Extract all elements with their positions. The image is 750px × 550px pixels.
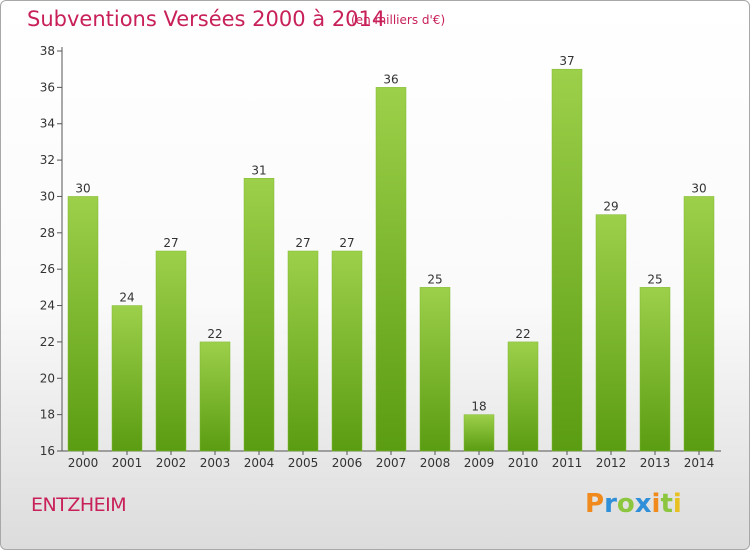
x-tick-label: 2008	[420, 456, 451, 470]
bar-value-label: 36	[383, 72, 398, 86]
x-tick-label: 2010	[508, 456, 539, 470]
proxiti-logo: Proxiti	[585, 489, 682, 519]
bar-chart: 16 18 20 22 24 26 28 30 32 34 36 38 30 2000 24 2001 27 20…	[40, 44, 721, 470]
y-tick-label: 32	[40, 153, 55, 167]
y-tick-label: 34	[40, 117, 55, 131]
bar	[551, 68, 583, 452]
bar-value-label: 27	[339, 236, 354, 250]
x-tick-label: 2009	[464, 456, 495, 470]
bar	[67, 196, 99, 452]
bar-value-label: 22	[207, 327, 222, 341]
bar	[683, 196, 715, 452]
bar	[287, 250, 319, 452]
y-tick-label: 24	[40, 299, 55, 313]
bar	[155, 250, 187, 452]
x-tick-label: 2003	[200, 456, 231, 470]
bar-value-label: 27	[163, 236, 178, 250]
commune-name: ENTZHEIM	[31, 494, 127, 516]
chart-title: Subventions Versées 2000 à 2014	[27, 7, 386, 31]
bar-value-label: 24	[119, 291, 134, 305]
x-tick-label: 2000	[68, 456, 99, 470]
bar	[111, 305, 143, 452]
y-tick-label: 26	[40, 262, 55, 276]
x-tick-label: 2002	[156, 456, 187, 470]
bar-value-label: 25	[647, 272, 662, 286]
x-tick-label: 2012	[596, 456, 627, 470]
x-tick-label: 2014	[684, 456, 715, 470]
x-tick-label: 2004	[244, 456, 275, 470]
bar-value-label: 29	[603, 200, 618, 214]
bar	[243, 178, 275, 452]
bar	[595, 214, 627, 452]
bar-value-label: 18	[471, 400, 486, 414]
bar-value-label: 22	[515, 327, 530, 341]
x-tick-label: 2007	[376, 456, 407, 470]
bar	[199, 341, 231, 452]
y-tick-label: 30	[40, 189, 55, 203]
bar	[639, 287, 671, 452]
y-tick-label: 16	[40, 444, 55, 458]
y-tick-label: 36	[40, 80, 55, 94]
bar	[375, 87, 407, 452]
bar-value-label: 25	[427, 272, 442, 286]
bar	[507, 341, 539, 452]
bar	[331, 250, 363, 452]
bar-value-label: 37	[559, 54, 574, 68]
x-tick-label: 2005	[288, 456, 319, 470]
y-tick-label: 22	[40, 335, 55, 349]
bar	[463, 414, 495, 452]
x-tick-label: 2006	[332, 456, 363, 470]
bar-value-label: 30	[75, 181, 90, 195]
x-tick-label: 2001	[112, 456, 143, 470]
bar-value-label: 27	[295, 236, 310, 250]
unit-note: (en milliers d'€)	[351, 13, 446, 27]
bar-value-label: 30	[691, 181, 706, 195]
x-tick-label: 2011	[552, 456, 583, 470]
y-tick-label: 20	[40, 371, 55, 385]
y-tick-label: 18	[40, 408, 55, 422]
y-tick-label: 28	[40, 226, 55, 240]
bar	[419, 287, 451, 452]
x-tick-label: 2013	[640, 456, 671, 470]
bar-value-label: 31	[251, 163, 266, 177]
y-tick-label: 38	[40, 44, 55, 58]
